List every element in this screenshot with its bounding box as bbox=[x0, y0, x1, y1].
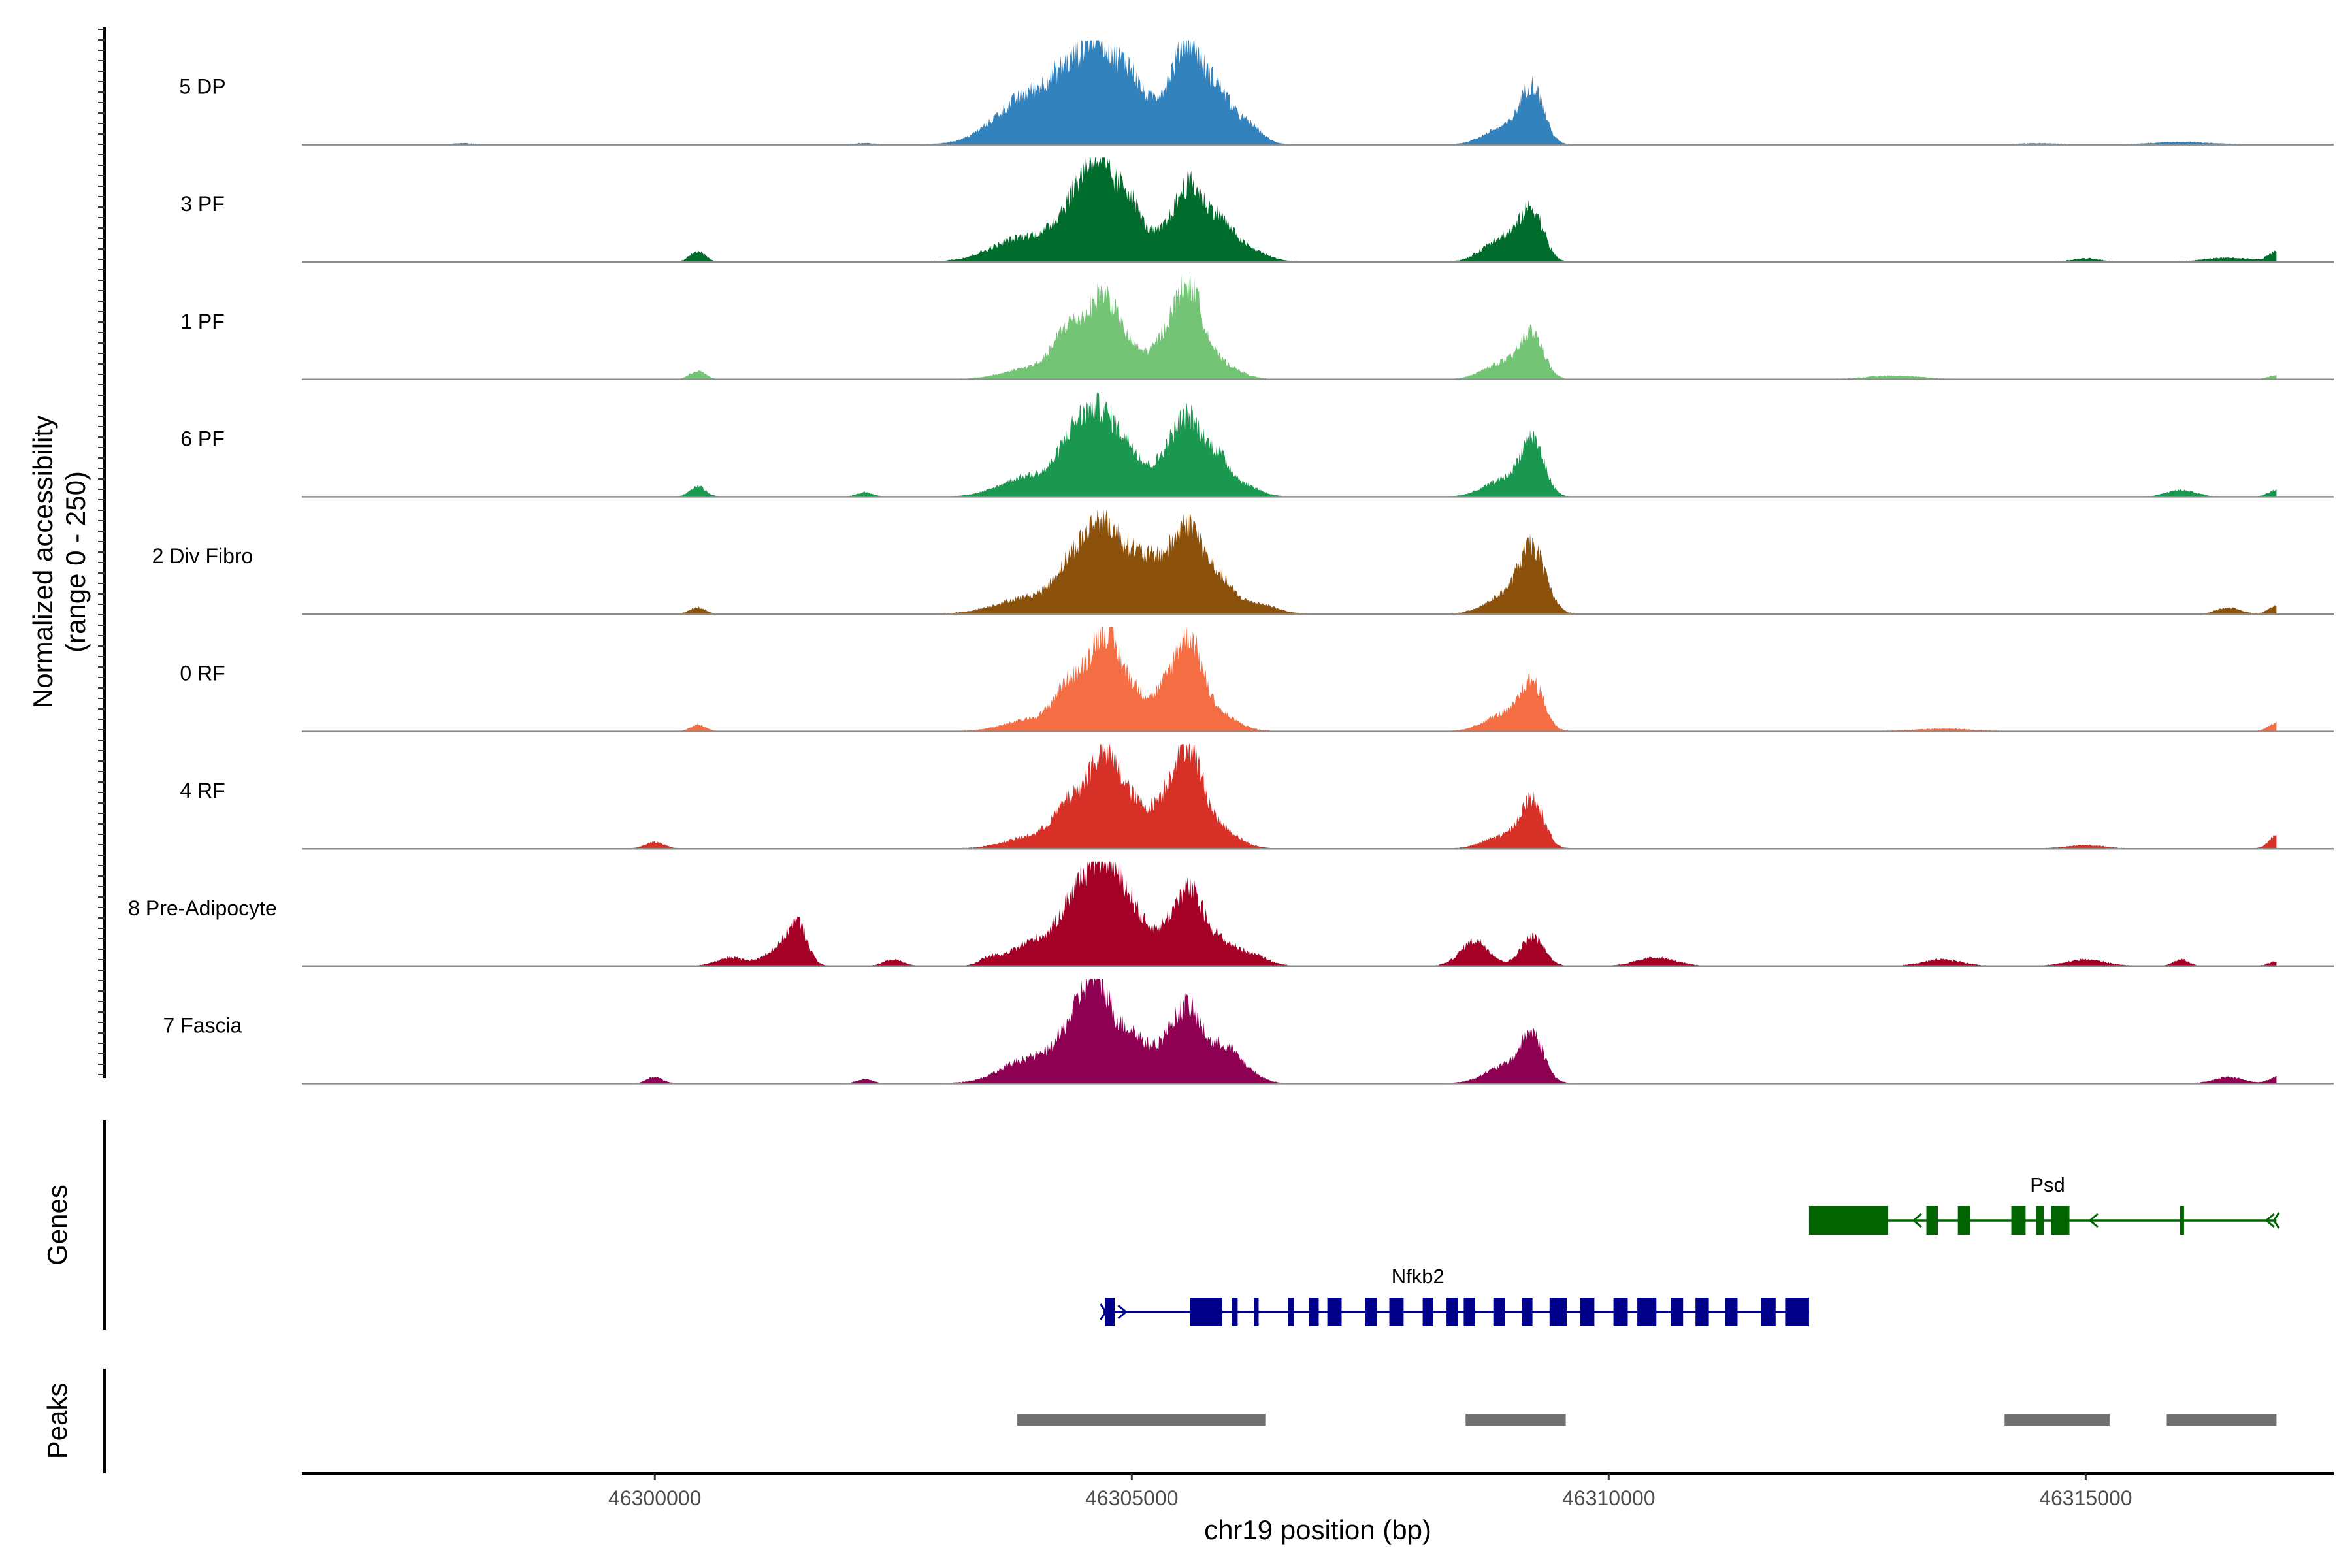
peaks-track-title: Peaks bbox=[42, 1383, 73, 1460]
peak-region bbox=[1465, 1414, 1566, 1426]
peak-region bbox=[1017, 1414, 1266, 1426]
strand-arrow bbox=[2264, 1213, 2275, 1228]
gene-psd: Psd bbox=[1808, 1173, 2280, 1235]
track-label: 8 Pre-Adipocyte bbox=[128, 896, 277, 920]
strand-arrow bbox=[2088, 1213, 2099, 1228]
gene-nfkb2: Nfkb2 bbox=[1100, 1265, 1809, 1326]
coverage-tracks: 5 DP 3 PF 1 PF 6 PF 2 Div Fibro 0 RF 4 RF 8 Pre… bbox=[128, 40, 2334, 1085]
track-8-pre-adipocyte: 8 Pre-Adipocyte bbox=[128, 861, 2334, 968]
track-label: 1 PF bbox=[180, 310, 225, 333]
gene-exon bbox=[1190, 1298, 1222, 1326]
track-2-div-fibro: 2 Div Fibro bbox=[152, 510, 2334, 615]
track-label: 2 Div Fibro bbox=[152, 544, 253, 568]
gene-exon bbox=[1327, 1298, 1342, 1326]
gene-exon bbox=[1309, 1298, 1319, 1326]
gene-exon bbox=[1637, 1298, 1657, 1326]
x-axis-title: chr19 position (bp) bbox=[1204, 1514, 1431, 1545]
gene-exon bbox=[1254, 1298, 1259, 1326]
x-tick-label: 46305000 bbox=[1085, 1486, 1178, 1510]
x-axis-ticks: 46300000 46305000 46310000 46315000 bbox=[608, 1473, 2132, 1510]
x-tick-label: 46300000 bbox=[608, 1486, 701, 1510]
track-6-pf: 6 PF bbox=[180, 392, 2334, 498]
track-7-fascia: 7 Fascia bbox=[163, 979, 2334, 1085]
gene-exon bbox=[1613, 1298, 1628, 1326]
gene-end-arrow bbox=[2272, 1212, 2280, 1229]
gene-exon bbox=[2036, 1206, 2044, 1235]
gene-exon bbox=[1463, 1298, 1475, 1326]
gene-exon bbox=[1422, 1298, 1433, 1326]
gene-exon bbox=[1288, 1298, 1294, 1326]
strand-arrow bbox=[1117, 1304, 1128, 1320]
track-label: 7 Fascia bbox=[163, 1013, 242, 1037]
gene-exon bbox=[1761, 1298, 1776, 1326]
gene-exon bbox=[2051, 1206, 2070, 1235]
gene-exon bbox=[1105, 1298, 1115, 1326]
track-label: 3 PF bbox=[180, 192, 225, 216]
track-label: 6 PF bbox=[180, 427, 225, 450]
peak-region bbox=[2004, 1414, 2110, 1426]
gene-exon bbox=[1725, 1298, 1738, 1326]
gene-exon bbox=[2180, 1206, 2184, 1235]
gene-exon bbox=[1549, 1298, 1567, 1326]
gene-exon bbox=[1695, 1298, 1709, 1326]
x-tick-label: 46315000 bbox=[2039, 1486, 2132, 1510]
gene-exon bbox=[1446, 1298, 1458, 1326]
coverage-y-axis-ticks bbox=[98, 29, 105, 1075]
strand-arrow bbox=[1912, 1213, 1922, 1228]
genes-track-title: Genes bbox=[42, 1184, 73, 1266]
gene-exon bbox=[1671, 1298, 1684, 1326]
gene-exon bbox=[1957, 1206, 1970, 1235]
track-label: 0 RF bbox=[180, 662, 225, 685]
gene-label: Psd bbox=[2030, 1173, 2065, 1196]
y-axis-title-line2: (range 0 - 250) bbox=[60, 471, 91, 653]
gene-exon bbox=[1522, 1298, 1533, 1326]
gene-exon bbox=[1232, 1298, 1238, 1326]
peak-region bbox=[2166, 1414, 2277, 1426]
track-label: 4 RF bbox=[180, 779, 225, 802]
y-axis-title-line1: Normalized accessibility bbox=[27, 416, 58, 708]
gene-exon bbox=[1389, 1298, 1404, 1326]
x-tick-label: 46310000 bbox=[1562, 1486, 1655, 1510]
gene-exon bbox=[1493, 1298, 1505, 1326]
gene-label: Nfkb2 bbox=[1392, 1265, 1445, 1288]
gene-exon bbox=[1926, 1206, 1938, 1235]
track-3-pf: 3 PF bbox=[180, 157, 2334, 263]
track-label: 5 DP bbox=[179, 75, 225, 99]
gene-annotation-track: Psd Nfkb2 bbox=[1100, 1173, 2280, 1326]
track-1-pf: 1 PF bbox=[180, 274, 2334, 381]
track-0-rf: 0 RF bbox=[180, 627, 2334, 732]
gene-exon bbox=[1785, 1298, 1809, 1326]
track-4-rf: 4 RF bbox=[180, 744, 2334, 850]
gene-exon bbox=[2011, 1206, 2026, 1235]
coverage-y-axis-title: Normalized accessibility (range 0 - 250) bbox=[27, 416, 91, 708]
gene-exon bbox=[1365, 1298, 1377, 1326]
peak-regions-track bbox=[1017, 1414, 2277, 1426]
gene-exon bbox=[1580, 1298, 1595, 1326]
track-5-dp: 5 DP bbox=[179, 40, 2334, 146]
gene-exon bbox=[1808, 1206, 1889, 1235]
